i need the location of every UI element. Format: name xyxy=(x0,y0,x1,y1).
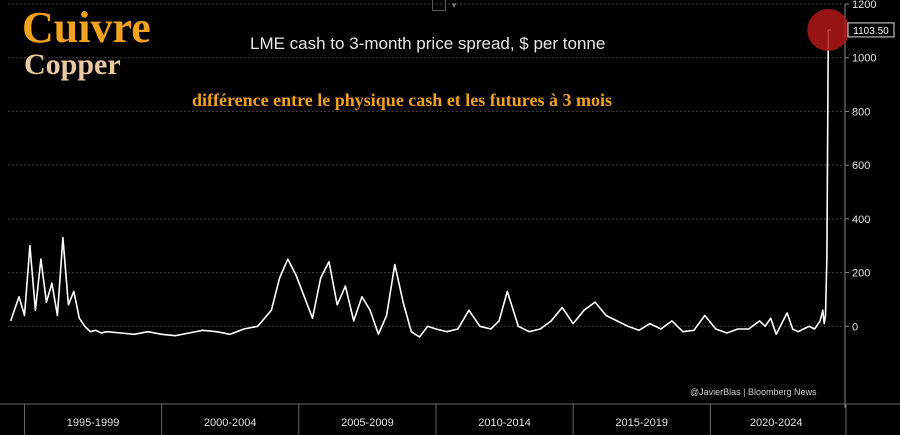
series-line xyxy=(9,29,831,338)
y-tick-label: 800 xyxy=(852,106,870,118)
y-tick-label: 400 xyxy=(852,214,870,226)
x-tick-label: 2000-2004 xyxy=(204,417,257,429)
y-axis: 0 200 400 600 800 1000 1200 xyxy=(844,0,876,408)
x-tick-label: 2005-2009 xyxy=(341,417,394,429)
chart-series xyxy=(9,29,831,338)
y-tick-label: 600 xyxy=(852,160,870,172)
x-tick-label: 2020-2024 xyxy=(750,417,803,429)
overlay-title-en: Copper xyxy=(24,48,121,81)
overlay-title-fr: Cuivre xyxy=(22,3,151,52)
x-tick-label: 2010-2014 xyxy=(478,417,531,429)
peak-highlight-circle xyxy=(807,8,850,51)
chevron-down-icon[interactable]: ▼ xyxy=(450,1,458,10)
chart-subtitle: différence entre le physique cash et les… xyxy=(192,90,612,110)
last-value-box xyxy=(847,22,895,38)
chart-type-icon[interactable] xyxy=(432,0,446,11)
x-tick-label: 2015-2019 xyxy=(615,417,668,429)
chart-grid xyxy=(8,3,842,327)
last-value-marker: 1103.50 xyxy=(807,8,895,51)
y-tick-label: 0 xyxy=(852,321,858,333)
y-tick-label: 1000 xyxy=(852,53,876,65)
x-tick-label: 1995-1999 xyxy=(67,417,120,429)
source-credit: @JavierBlas | Bloomberg News xyxy=(690,387,817,397)
y-tick-label: 200 xyxy=(852,268,870,280)
last-value-label: 1103.50 xyxy=(853,26,889,37)
chart-title: LME cash to 3-month price spread, $ per … xyxy=(250,34,606,53)
x-axis: 1995-1999 2000-2004 2005-2009 2010-2014 2015… xyxy=(0,403,900,435)
y-tick-label: 1200 xyxy=(852,0,876,11)
